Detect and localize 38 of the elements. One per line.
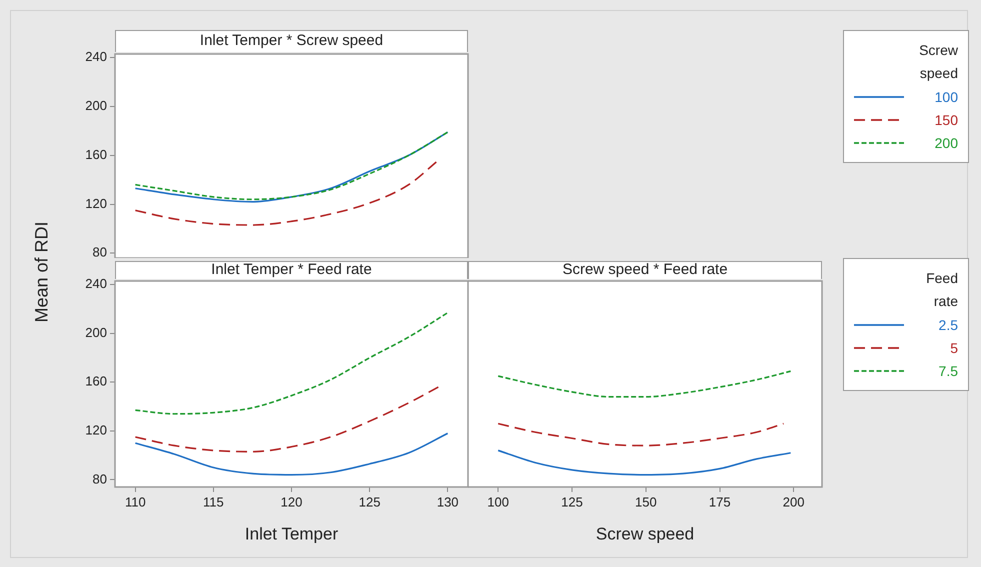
line-series — [134, 159, 440, 226]
legend-label: 100 — [934, 88, 958, 104]
y-tick-label: 80 — [92, 471, 107, 486]
x-axis-title: Inlet Temper — [244, 524, 338, 544]
y-tick-label: 120 — [85, 422, 107, 438]
legend-title: Feed rate — [925, 269, 958, 311]
x-tick-label: 200 — [782, 494, 804, 510]
x-tick-label: 175 — [708, 494, 731, 510]
y-tick-label: 200 — [85, 98, 107, 114]
x-axis-title: Screw speed — [596, 524, 694, 544]
x-tick-label: 110 — [124, 494, 146, 510]
chart-title: Inlet Temper * Screw speed — [115, 30, 468, 52]
chart-title: Screw speed * Feed rate — [468, 261, 822, 279]
x-tick-label: 115 — [203, 494, 224, 510]
x-tick-label: 150 — [635, 494, 657, 510]
y-tick-label: 80 — [92, 244, 107, 260]
y-tick-label: 160 — [85, 374, 107, 389]
text: 2.5 — [938, 316, 958, 332]
legend-label: 150 — [934, 112, 958, 128]
x-tick-label: 100 — [487, 494, 509, 510]
y-tick-label: 240 — [85, 276, 107, 292]
line-series — [134, 386, 440, 452]
y-tick-label: 200 — [85, 324, 107, 340]
text: 7.5 — [938, 362, 958, 378]
x-tick-label: 125 — [561, 494, 583, 510]
y-tick-label: 160 — [85, 146, 107, 162]
x-tick-label: 125 — [358, 494, 380, 510]
line-series — [134, 432, 448, 476]
legend-label: 200 — [934, 134, 958, 150]
text: 5 — [950, 340, 958, 356]
x-tick-label: 120 — [280, 494, 302, 510]
y-tick-label: 240 — [85, 49, 107, 64]
y-axis-title: Mean of RDI — [32, 221, 52, 323]
chart-title: Inlet Temper * Feed rate — [115, 261, 468, 279]
legend-title: Screw speed — [918, 41, 958, 83]
line-series — [134, 312, 448, 415]
y-tick-label: 120 — [85, 196, 107, 211]
x-tick-label: 130 — [436, 494, 459, 510]
